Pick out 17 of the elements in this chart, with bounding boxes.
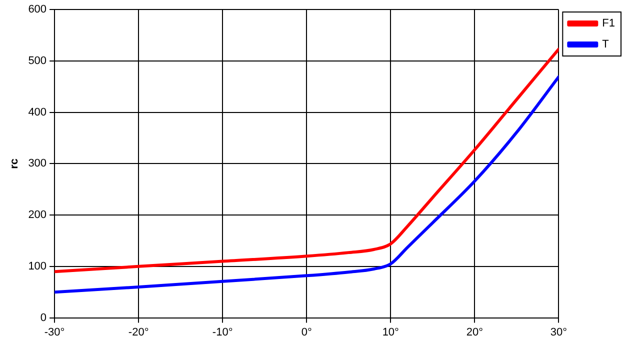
x-tick-label: 0°	[301, 326, 312, 338]
x-tick-label: -20°	[128, 326, 149, 338]
legend-label: F1	[602, 18, 616, 30]
y-tick-label: 200	[28, 209, 47, 222]
y-tick-label: 0	[40, 312, 47, 324]
x-tick-label: 20°	[466, 326, 483, 338]
y-tick-label: 500	[28, 55, 47, 67]
y-axis-title: rc	[8, 158, 21, 169]
x-tick-label: -30°	[44, 326, 65, 338]
y-tick-label: 400	[28, 106, 47, 118]
x-tick-label: -10°	[212, 326, 233, 338]
x-tick-label: 10°	[382, 326, 399, 338]
y-tick-label: 300	[28, 158, 47, 170]
legend-label: T	[602, 38, 610, 51]
y-tick-label: 100	[28, 260, 47, 272]
x-tick-label: 30°	[550, 326, 567, 338]
y-tick-label: 600	[28, 4, 47, 16]
